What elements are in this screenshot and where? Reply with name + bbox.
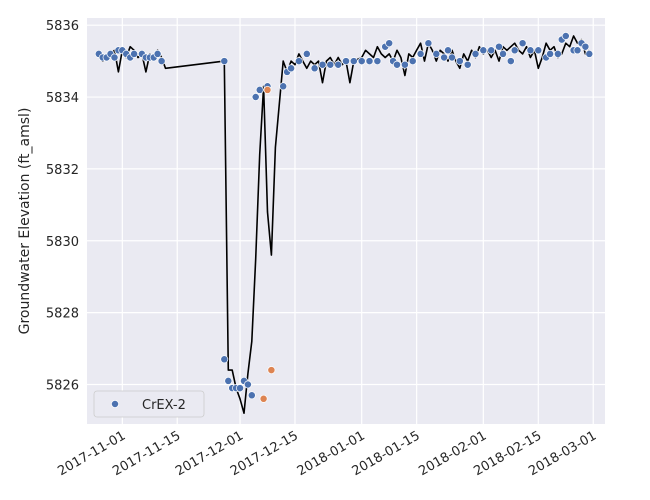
legend: CrEX-2 [93, 390, 205, 418]
data-point [220, 355, 229, 364]
data-point [220, 57, 229, 66]
legend-label: CrEX-2 [142, 398, 186, 413]
data-point [224, 376, 233, 385]
data-point [553, 49, 562, 58]
data-point [243, 380, 252, 389]
legend-box [93, 390, 205, 418]
data-point [294, 57, 303, 66]
data-point [393, 60, 401, 69]
y-axis-label: Groundwater Elevation (ft_amsl) [17, 108, 33, 335]
data-point [444, 46, 452, 55]
data-point [259, 394, 268, 403]
y-tick-label: 5830 [46, 235, 79, 250]
data-point [408, 57, 417, 66]
data-point [255, 85, 264, 94]
data-point [357, 57, 366, 66]
data-point [342, 57, 350, 66]
legend-marker [111, 400, 119, 408]
data-point [302, 49, 311, 58]
gridlines [87, 18, 605, 424]
data-point [326, 60, 335, 69]
data-point [495, 42, 503, 51]
data-point [487, 46, 496, 55]
data-point [510, 46, 519, 55]
data-point [463, 60, 472, 69]
data-point [424, 39, 433, 48]
data-point [534, 46, 543, 55]
data-point [573, 46, 582, 55]
data-point [479, 46, 488, 55]
y-tick-label: 5836 [46, 19, 79, 34]
data-point [251, 93, 260, 101]
x-tick-labels: 2017-11-012017-11-152017-12-012017-12-15… [55, 428, 599, 479]
data-point [349, 57, 358, 66]
data-point [581, 42, 590, 51]
data-point [416, 49, 425, 58]
data-point [287, 64, 296, 73]
y-tick-label: 5832 [46, 163, 79, 178]
data-point [279, 82, 288, 91]
data-point [561, 32, 570, 40]
data-point [365, 57, 374, 66]
data-point [432, 49, 441, 58]
data-point [157, 57, 166, 66]
data-point [526, 46, 535, 55]
plot-background [87, 18, 605, 424]
data-point [267, 366, 276, 375]
data-point [263, 85, 272, 94]
y-tick-label: 5828 [46, 307, 79, 322]
data-point [448, 53, 456, 62]
data-point [130, 49, 139, 58]
data-point [499, 49, 507, 58]
data-point [440, 53, 449, 62]
data-point [236, 384, 244, 393]
y-tick-label: 5834 [46, 91, 79, 106]
data-point [518, 39, 527, 48]
data-point [310, 64, 319, 73]
points-layer [94, 32, 594, 403]
data-point [506, 57, 515, 66]
data-point [400, 60, 409, 69]
data-point [153, 49, 162, 58]
data-point [247, 391, 256, 400]
y-tick-label: 5826 [46, 378, 79, 393]
data-point [373, 57, 382, 66]
data-point [585, 49, 594, 58]
data-point [455, 57, 464, 66]
data-point [110, 53, 119, 62]
data-point [318, 60, 327, 69]
data-point [471, 49, 480, 58]
data-point [546, 49, 555, 58]
data-point [334, 60, 343, 69]
y-tick-labels: 5826 5828 5830 5832 5834 5836 [46, 19, 79, 393]
data-point [385, 39, 394, 48]
